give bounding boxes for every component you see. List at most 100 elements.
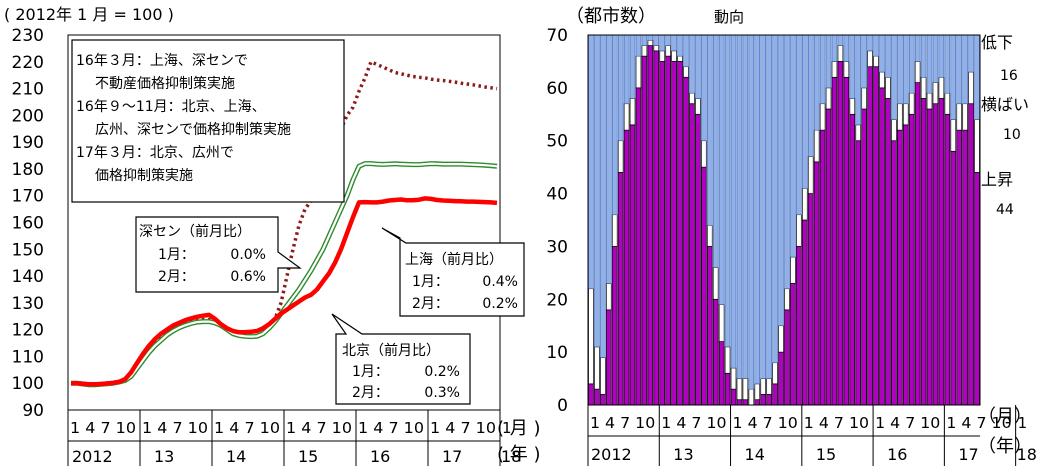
bar-flat	[635, 55, 642, 89]
bar-down	[944, 34, 951, 94]
bar-down	[843, 34, 850, 62]
bar-flat	[766, 378, 772, 395]
bar-up	[665, 55, 672, 406]
bar-up	[879, 87, 885, 406]
bar-down	[932, 34, 939, 83]
bar-flat	[790, 256, 796, 284]
bar-down	[742, 34, 749, 379]
bar-down	[712, 34, 719, 268]
left-y-tick-label: 170	[12, 187, 44, 207]
right-month-tick-labels: 1 4 7 10	[733, 414, 798, 432]
right-month-tick-labels: 1 4 7 10	[661, 414, 726, 432]
legend-flat-value: 10	[1003, 127, 1021, 143]
left-year-tick-label: 13	[154, 447, 174, 466]
bar-flat	[920, 76, 927, 99]
bar-up	[617, 172, 624, 406]
shenzhen-callout-title: 深セン（前月比）	[139, 223, 251, 240]
right-y-axis: 0 10 20 30 40 50 60 70	[546, 26, 568, 416]
bar-down	[659, 34, 665, 52]
bar-flat	[938, 76, 945, 99]
bar-flat	[772, 362, 778, 385]
right-chart-title: 動向	[714, 8, 744, 26]
bar-up	[908, 113, 915, 406]
right-y-tick-label: 70	[546, 26, 568, 46]
bar-up	[855, 140, 862, 406]
bar-down	[849, 34, 856, 99]
bar-flat	[885, 76, 891, 99]
shanghai-jan-label: 1月：	[412, 274, 449, 290]
bar-up	[962, 129, 968, 406]
bar-up	[790, 283, 796, 406]
bar-down	[629, 34, 636, 99]
shenzhen-feb-value: 0.6%	[230, 269, 266, 285]
legend-down-value: 16	[1000, 68, 1018, 84]
bar-down	[885, 34, 891, 78]
bar-flat	[784, 288, 790, 311]
bar-up	[873, 66, 879, 406]
bar-flat	[873, 55, 879, 68]
left-year-tick-label: 15	[298, 447, 318, 466]
policy-note-line: 17年３月：北京、広州で	[76, 145, 234, 161]
left-y-tick-label: 140	[12, 267, 44, 287]
bar-up	[659, 61, 666, 406]
bar-up	[920, 98, 927, 406]
bar-flat	[730, 367, 737, 390]
right-year-tick-label: 17	[958, 445, 978, 464]
bar-up	[689, 103, 695, 406]
bar-down	[612, 34, 618, 215]
beijing-jan-value: 0.2%	[424, 364, 460, 380]
bar-down	[588, 34, 594, 289]
bar-up	[944, 113, 951, 406]
bar-down	[926, 34, 933, 94]
bar-up	[885, 98, 891, 406]
bar-down	[956, 34, 962, 104]
shanghai-feb-label: 2月：	[412, 296, 449, 312]
bar-up	[867, 66, 873, 406]
bar-down	[689, 34, 695, 94]
bar-flat	[689, 92, 695, 105]
bar-up	[623, 129, 630, 406]
bar-down	[754, 34, 760, 385]
bar-down	[920, 34, 927, 78]
bar-flat	[855, 124, 862, 142]
bar-flat	[831, 61, 838, 78]
bar-up	[825, 108, 832, 406]
left-y-tick-label: 210	[12, 80, 44, 100]
bar-flat	[754, 383, 761, 401]
left-y-tick-label: 180	[12, 160, 44, 180]
right-y-tick-label: 20	[546, 290, 568, 310]
bar-down	[891, 34, 897, 120]
bar-up	[754, 399, 761, 406]
bar-down	[718, 34, 725, 305]
right-x-axis: 1 4 7 10 2012 1 4 7 10 13 1 4 7 10 14 1 4 7 10…	[587, 405, 1037, 466]
bar-flat	[879, 71, 885, 89]
policy-note-line: 不動産価格抑制策実施	[95, 75, 235, 92]
bar-down	[784, 34, 790, 289]
left-y-tick-label: 190	[12, 133, 44, 153]
bar-flat	[683, 66, 689, 78]
bar-down	[897, 34, 903, 104]
bar-up	[730, 388, 737, 406]
bar-down	[879, 34, 885, 73]
left-year-tick-label: 17	[442, 447, 462, 466]
bar-up	[600, 394, 606, 406]
left-unit-label: ( 2012年 1 月 = 100 )	[4, 5, 174, 24]
shanghai-callout-title: 上海（前月比）	[405, 251, 503, 268]
bar-up	[778, 351, 784, 406]
bar-flat	[712, 267, 719, 300]
right-plot-frame	[587, 34, 981, 406]
bar-up	[629, 124, 636, 406]
shenzhen-feb-label: 2月：	[158, 269, 195, 285]
bar-flat	[700, 140, 707, 168]
right-legend: 低下 16 横ばい 10 上昇 44	[981, 33, 1029, 218]
bar-up	[843, 76, 850, 406]
bar-up	[772, 383, 778, 406]
bar-flat	[748, 388, 755, 406]
bar-up	[683, 76, 689, 406]
bar-up	[611, 246, 618, 406]
bar-flat	[796, 214, 802, 247]
right-y-tick-label: 50	[546, 132, 568, 152]
shenzhen-callout: 深セン（前月比） 1月： 0.0% 2月： 0.6%	[135, 216, 302, 293]
shenzhen-jan-value: 0.0%	[230, 247, 266, 263]
